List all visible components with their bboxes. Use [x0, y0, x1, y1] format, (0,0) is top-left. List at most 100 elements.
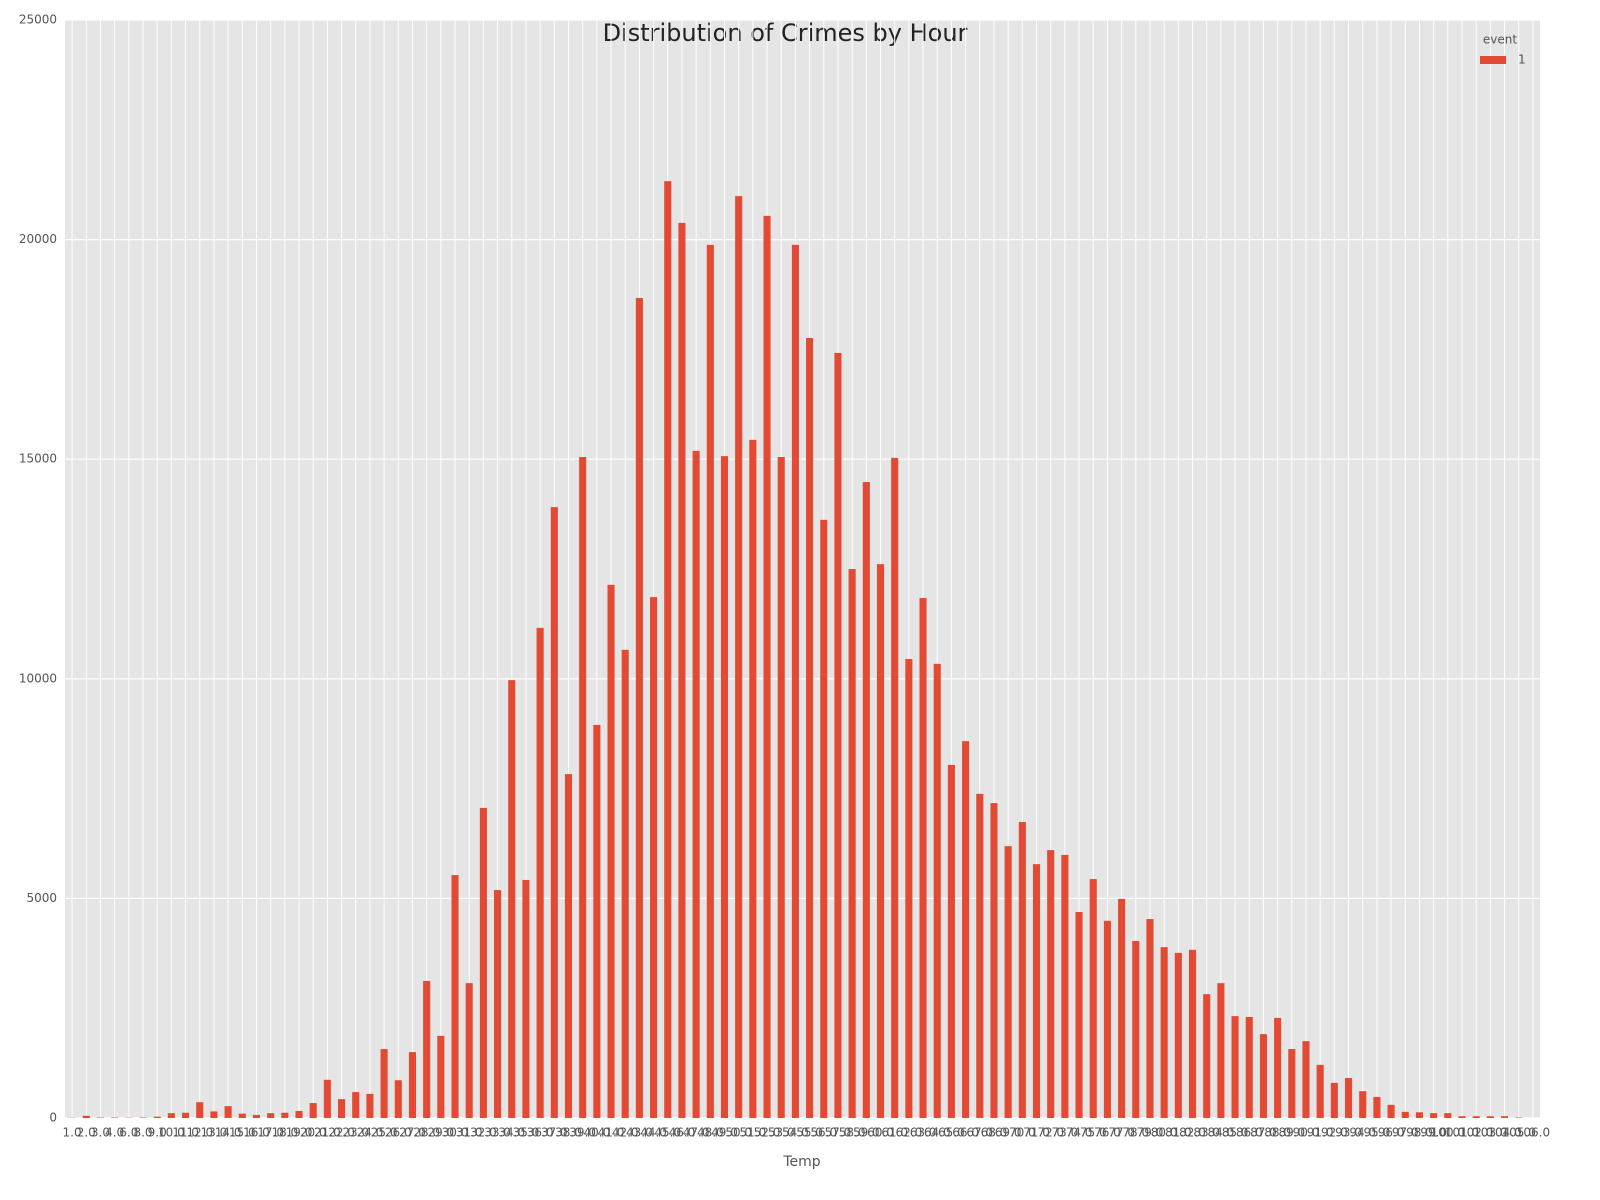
bar	[1132, 941, 1140, 1118]
bar	[1018, 821, 1026, 1118]
x-tick-label: 72.0	[1037, 1126, 1064, 1140]
x-tick-label: 64.0	[924, 1126, 951, 1140]
x-tick-label: 89.0	[1278, 1126, 1305, 1140]
y-tick-label: 5000	[26, 891, 57, 905]
bar	[536, 627, 544, 1118]
x-tick-label: 47.0	[683, 1126, 710, 1140]
bar	[1359, 1091, 1367, 1118]
x-tick-label: 9.0	[148, 1126, 167, 1140]
bar	[919, 597, 927, 1118]
bar	[706, 244, 714, 1118]
bar	[522, 879, 530, 1118]
y-tick-label: 25000	[19, 13, 57, 27]
bar	[862, 482, 870, 1118]
x-tick-label: 25.0	[371, 1126, 398, 1140]
bar	[1103, 920, 1111, 1118]
x-tick-label: 3.0	[91, 1126, 110, 1140]
y-tick-label: 10000	[19, 671, 57, 685]
x-tick-label: 68.0	[981, 1126, 1008, 1140]
bar	[1330, 1082, 1338, 1118]
bar	[1032, 864, 1041, 1118]
bar	[1401, 1111, 1409, 1118]
bar	[962, 741, 970, 1118]
bar	[408, 1052, 417, 1118]
bar	[1047, 850, 1055, 1118]
x-tick-label: 93.0	[1335, 1126, 1362, 1140]
bar	[309, 1103, 317, 1118]
bar	[933, 663, 941, 1118]
x-tick-label: 70.0	[1009, 1126, 1036, 1140]
bar	[1472, 1116, 1480, 1118]
bar	[451, 875, 459, 1118]
bar	[352, 1092, 360, 1118]
bar	[1486, 1116, 1494, 1118]
bar	[735, 196, 743, 1118]
bar	[749, 439, 757, 1118]
bar	[210, 1111, 218, 1118]
bar	[1245, 1016, 1253, 1118]
x-tick-label: 36.0	[527, 1126, 554, 1140]
x-axis-label: Temp	[782, 1154, 820, 1170]
x-tick-label: 56.0	[810, 1126, 837, 1140]
bar	[1316, 1064, 1324, 1118]
x-tick-label: 49.0	[711, 1126, 738, 1140]
x-tick-label: 8.0	[133, 1126, 152, 1140]
x-tick-label: 99.0	[1420, 1126, 1447, 1140]
x-tick-label: 90.0	[1293, 1126, 1320, 1140]
x-tick-label: 105.0	[1502, 1126, 1536, 1140]
bar	[1430, 1113, 1438, 1118]
bar	[494, 890, 502, 1118]
x-tick-label: 22.0	[328, 1126, 355, 1140]
x-tick-label: 32.0	[470, 1126, 497, 1140]
x-tick-label: 86.0	[1236, 1126, 1263, 1140]
x-tick-label: 26.0	[385, 1126, 412, 1140]
x-tick-label: 13.0	[201, 1126, 228, 1140]
bar	[1174, 952, 1182, 1118]
bar	[281, 1112, 289, 1118]
bar	[479, 807, 487, 1118]
bar	[763, 215, 771, 1119]
x-tick-label: 81.0	[1165, 1126, 1192, 1140]
bar	[876, 564, 885, 1118]
bar	[1344, 1078, 1353, 1118]
x-tick-label: 20.0	[300, 1126, 327, 1140]
x-tick-label: 42.0	[612, 1126, 639, 1140]
x-tick-label: 17.0	[257, 1126, 284, 1140]
bar	[1259, 1034, 1267, 1118]
legend-title: event	[1483, 33, 1517, 47]
bar	[465, 983, 473, 1118]
x-tick-label: 79.0	[1137, 1126, 1164, 1140]
x-tick-label: 21.0	[314, 1126, 341, 1140]
bar	[990, 803, 998, 1118]
x-tick-label: 78.0	[1122, 1126, 1149, 1140]
x-tick-label: 43.0	[626, 1126, 653, 1140]
x-tick-label: 58.0	[839, 1126, 866, 1140]
x-tick-label: 61.0	[881, 1126, 908, 1140]
bar	[1146, 919, 1154, 1118]
x-tick-label: 67.0	[966, 1126, 993, 1140]
x-tick-label: 30.0	[442, 1126, 469, 1140]
bar	[267, 1113, 275, 1118]
bar	[791, 244, 799, 1118]
x-tick-label: 33.0	[484, 1126, 511, 1140]
x-tick-label: 39.0	[569, 1126, 596, 1140]
x-tick-label: 75.0	[1080, 1126, 1107, 1140]
x-tick-label: 6.0	[119, 1126, 138, 1140]
x-tick-label: 77.0	[1108, 1126, 1135, 1140]
x-tick-label: 45.0	[654, 1126, 681, 1140]
bar	[1061, 854, 1069, 1118]
x-tick-label: 94.0	[1349, 1126, 1376, 1140]
x-tick-label: 35.0	[513, 1126, 540, 1140]
x-tick-label: 59.0	[853, 1126, 880, 1140]
bar	[550, 507, 558, 1118]
x-tick-label: 88.0	[1264, 1126, 1291, 1140]
x-tick-label: 23.0	[342, 1126, 369, 1140]
bar	[1444, 1113, 1452, 1118]
bar	[621, 649, 629, 1118]
bar	[1089, 879, 1097, 1118]
bar	[1203, 994, 1211, 1118]
x-tick-label: 15.0	[229, 1126, 256, 1140]
bar	[579, 457, 587, 1118]
bar	[366, 1093, 374, 1118]
bar	[820, 519, 828, 1118]
